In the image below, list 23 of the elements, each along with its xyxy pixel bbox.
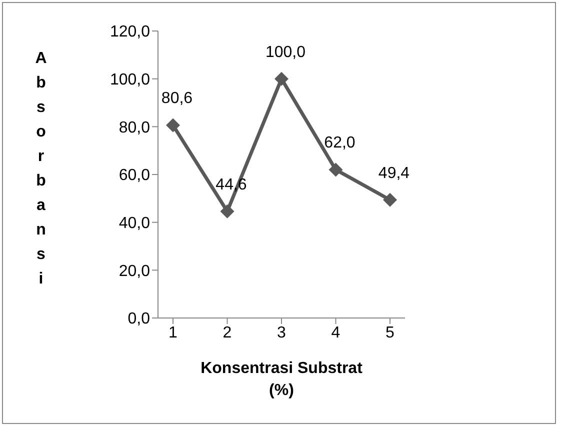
y-tick-label: 0,0 — [128, 310, 150, 328]
y-tick-label: 40,0 — [118, 215, 150, 232]
point — [166, 118, 180, 132]
data-label: 100,0 — [265, 44, 306, 61]
y-tick-label: 120,0 — [110, 24, 150, 41]
y-tick-label: 20,0 — [118, 262, 150, 280]
x-tick-label: 4 — [331, 324, 340, 342]
y-tick-label: 80,0 — [118, 119, 150, 136]
x-tick-label: 5 — [386, 324, 395, 342]
y-tick-label: 100,0 — [110, 72, 150, 89]
x-axis-title: Konsentrasi Substrat (%) — [200, 360, 364, 399]
point — [383, 192, 397, 207]
x-tick-label: 3 — [277, 324, 286, 342]
text: Absorbansi — [35, 50, 47, 288]
point — [328, 162, 343, 177]
point — [220, 204, 234, 218]
data-label: 62,0 — [324, 134, 356, 152]
data-label: 80,6 — [161, 90, 193, 108]
x-tick-label: 1 — [168, 324, 178, 342]
x-tick-label: 2 — [222, 324, 232, 342]
point — [274, 72, 288, 86]
y-tick-label: 60,0 — [118, 167, 150, 184]
data-label: 49,4 — [378, 164, 410, 182]
